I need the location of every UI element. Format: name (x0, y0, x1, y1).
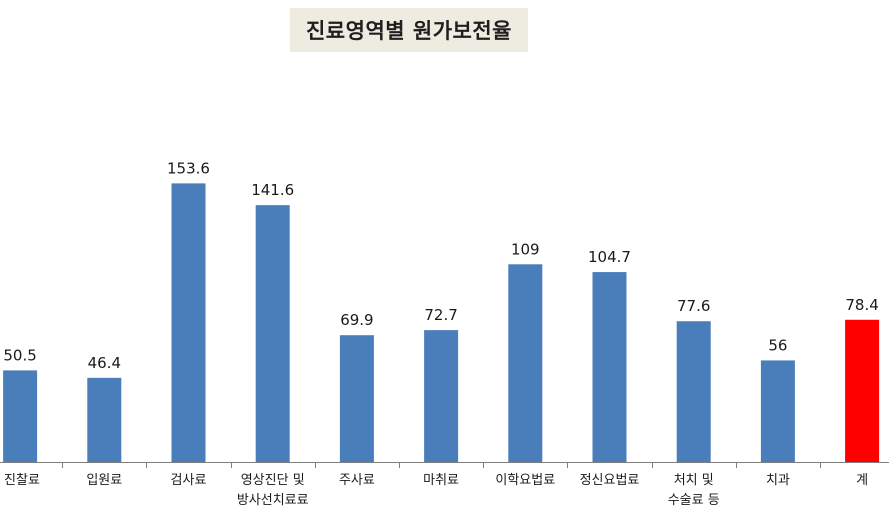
x-axis-ticks-group (62, 462, 821, 468)
bar (760, 360, 795, 462)
chart-title: 진료영역별 원가보전율 (305, 19, 512, 43)
category-label-line: 검사료 (171, 473, 207, 488)
value-label: 69.9 (340, 311, 373, 329)
bar (255, 205, 290, 463)
category-label-line: 영상진단 및 (241, 473, 305, 488)
category-label: 정신요법료 (580, 473, 640, 488)
category-label-line: 주사료 (339, 473, 375, 488)
value-label: 50.5 (3, 346, 36, 364)
category-label: 진찰료 (4, 473, 40, 488)
chart-title-box: 진료영역별 원가보전율 (290, 8, 528, 52)
value-label: 104.7 (588, 248, 631, 266)
category-label-line: 입원료 (86, 473, 122, 488)
category-label-line: 방사선치료료 (237, 493, 309, 508)
category-label-line: 진찰료 (4, 473, 40, 488)
category-label-line: 치과 (766, 473, 790, 488)
category-label: 마취료 (423, 473, 459, 488)
category-label: 이학요법료 (495, 473, 555, 488)
category-label: 검사료 (171, 473, 207, 488)
category-label: 계 (856, 473, 868, 488)
category-label: 주사료 (339, 473, 375, 488)
category-label-line: 계 (856, 473, 868, 488)
value-label: 56 (768, 336, 787, 354)
category-label-line: 수술료 등 (668, 493, 720, 508)
value-label: 77.6 (677, 297, 710, 315)
category-label-line: 정신요법료 (580, 473, 640, 488)
value-label: 46.4 (88, 354, 121, 372)
category-label-line: 처치 및 (674, 473, 714, 488)
bar (339, 335, 374, 462)
bar (592, 272, 627, 462)
category-label-line: 마취료 (423, 473, 459, 488)
bar (87, 377, 122, 462)
bar (676, 321, 711, 462)
value-label: 78.4 (845, 296, 878, 314)
bar (3, 370, 38, 462)
value-label: 141.6 (251, 181, 294, 199)
category-label: 치과 (766, 473, 790, 488)
value-label: 109 (511, 240, 540, 258)
bar (508, 264, 543, 462)
category-label-line: 이학요법료 (495, 473, 555, 488)
value-labels-group: 50.5 46.4 153.6 141.6 69.9 72.7 109 104.7 77.6 56… (3, 159, 878, 371)
bar (424, 330, 459, 462)
bars-group (3, 183, 880, 463)
bar (845, 319, 880, 462)
value-label: 153.6 (167, 159, 210, 177)
value-label: 72.7 (424, 306, 457, 324)
category-label: 입원료 (86, 473, 122, 488)
bar (171, 183, 206, 462)
